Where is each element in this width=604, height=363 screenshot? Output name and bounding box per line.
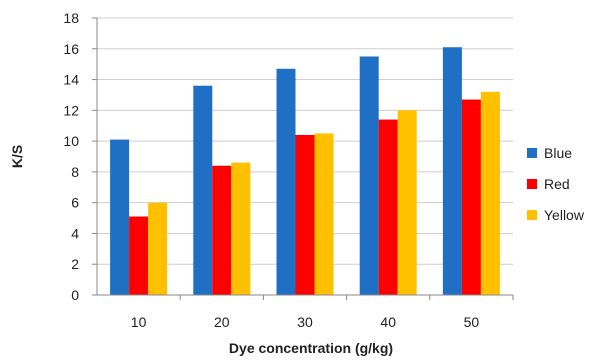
x-tick-label: 50 (464, 314, 480, 330)
bar-yellow-30 (314, 133, 334, 295)
bar-red-20 (212, 165, 232, 295)
y-tick-label: 0 (71, 287, 79, 303)
bar-blue-50 (442, 47, 462, 295)
y-tick-labels: 0 2 4 6 8 10 12 14 16 18 (63, 10, 79, 303)
y-tick-label: 8 (71, 164, 79, 180)
axes (96, 18, 514, 300)
legend: Blue Red Yellow (527, 145, 585, 223)
bar-yellow-20 (231, 162, 251, 295)
y-tick-label: 6 (71, 195, 79, 211)
y-tick-label: 14 (63, 72, 79, 88)
y-tick-label: 4 (71, 225, 79, 241)
bar-blue-30 (276, 68, 296, 296)
x-tick-label: 40 (380, 314, 396, 330)
bars (110, 47, 500, 296)
bar-blue-20 (193, 85, 213, 295)
x-tick-label: 20 (214, 314, 230, 330)
legend-swatch-red (527, 179, 537, 189)
y-tick-label: 10 (63, 133, 79, 149)
bar-blue-40 (359, 56, 379, 295)
x-axis-title: Dye concentration (g/kg) (229, 340, 393, 356)
bar-red-30 (295, 134, 315, 295)
y-tick-label: 12 (63, 102, 79, 118)
bar-yellow-50 (480, 91, 500, 295)
legend-label-blue: Blue (544, 145, 572, 161)
x-tick-labels: 10 20 30 40 50 (131, 314, 480, 330)
bar-red-10 (129, 216, 149, 295)
legend-swatch-yellow (527, 210, 537, 220)
bar-yellow-10 (148, 202, 168, 295)
y-tick-label: 16 (63, 41, 79, 57)
x-tick-label: 10 (131, 314, 147, 330)
y-tick-label: 18 (63, 10, 79, 26)
x-tick-label: 30 (297, 314, 313, 330)
bar-red-40 (378, 119, 398, 295)
legend-swatch-blue (527, 148, 537, 158)
legend-label-red: Red (544, 176, 570, 192)
bar-blue-10 (110, 139, 130, 295)
y-tick-label: 2 (71, 256, 79, 272)
y-axis-title: K/S (9, 145, 25, 168)
legend-label-yellow: Yellow (544, 207, 585, 223)
bar-red-50 (461, 99, 481, 295)
bar-yellow-40 (397, 110, 417, 295)
